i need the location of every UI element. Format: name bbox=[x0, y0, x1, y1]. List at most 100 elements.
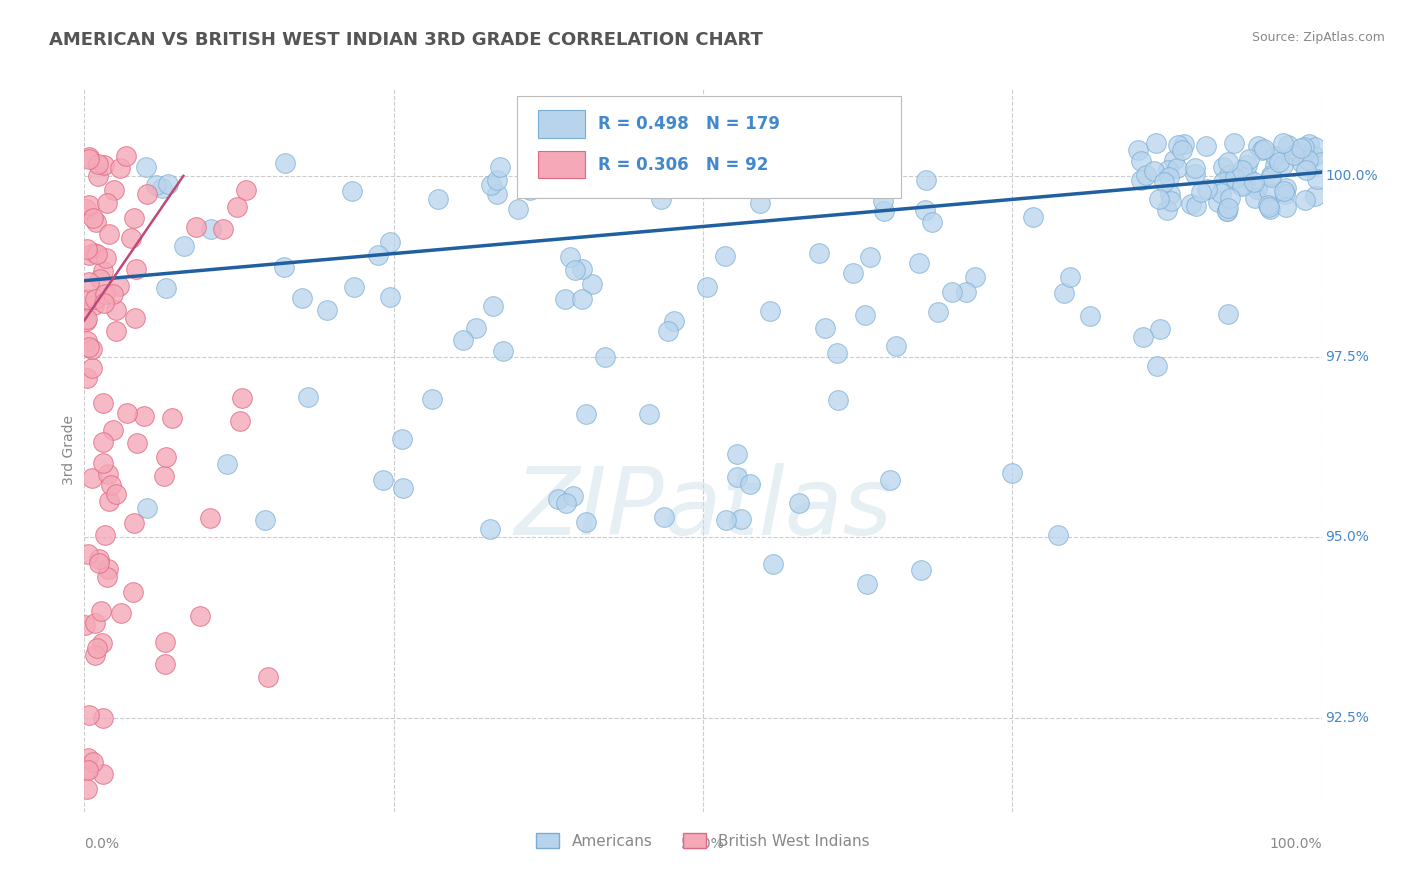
Point bbox=[75, 202, 97, 216]
Point bbox=[1222, 136, 1244, 150]
Point bbox=[827, 392, 849, 407]
Point bbox=[76, 547, 98, 561]
Point bbox=[97, 494, 120, 508]
Point bbox=[1286, 145, 1309, 160]
Point bbox=[84, 215, 107, 229]
Point bbox=[86, 246, 108, 260]
Point bbox=[1078, 309, 1101, 323]
Text: 100.0%: 100.0% bbox=[1326, 169, 1378, 183]
Point bbox=[1246, 182, 1268, 196]
Point bbox=[762, 557, 785, 571]
Point bbox=[105, 303, 128, 318]
Text: 0.0%: 0.0% bbox=[84, 837, 120, 851]
Point bbox=[696, 280, 718, 294]
Point bbox=[1291, 155, 1313, 169]
Point bbox=[1149, 192, 1171, 206]
Point bbox=[1264, 149, 1286, 163]
Point bbox=[93, 435, 115, 450]
Point bbox=[1264, 158, 1286, 172]
Point bbox=[808, 246, 831, 260]
Point bbox=[1180, 197, 1202, 211]
Point bbox=[1253, 142, 1275, 156]
Point bbox=[343, 280, 366, 294]
Point bbox=[1206, 194, 1229, 209]
Point bbox=[1185, 199, 1208, 213]
Point bbox=[1260, 202, 1282, 216]
Bar bbox=[538, 151, 585, 178]
Point bbox=[115, 405, 138, 419]
Point bbox=[555, 495, 578, 509]
Point bbox=[725, 469, 748, 483]
Point bbox=[1059, 269, 1081, 284]
Point bbox=[1289, 141, 1312, 155]
Legend: Americans, British West Indians: Americans, British West Indians bbox=[530, 827, 876, 855]
Point bbox=[1282, 148, 1305, 162]
Point bbox=[155, 450, 177, 464]
Point bbox=[479, 178, 502, 193]
Point bbox=[108, 161, 131, 175]
Point bbox=[790, 174, 813, 188]
Point bbox=[1130, 153, 1153, 168]
Point bbox=[486, 173, 509, 187]
Point bbox=[1211, 186, 1233, 200]
Point bbox=[921, 214, 943, 228]
Point bbox=[839, 152, 862, 166]
Point bbox=[1247, 139, 1270, 153]
Point bbox=[1295, 163, 1317, 178]
Point bbox=[100, 478, 122, 492]
Point bbox=[229, 414, 252, 428]
Point bbox=[1022, 211, 1045, 225]
Point bbox=[1216, 201, 1239, 215]
Point bbox=[955, 285, 977, 299]
Point bbox=[150, 181, 173, 195]
Point bbox=[1218, 168, 1240, 182]
Point bbox=[1236, 169, 1258, 183]
Text: 95.0%: 95.0% bbox=[1326, 530, 1369, 544]
Point bbox=[101, 423, 124, 437]
Point bbox=[1250, 143, 1272, 157]
Point bbox=[652, 510, 675, 524]
Point bbox=[492, 343, 515, 358]
Point bbox=[160, 411, 183, 425]
Point bbox=[1244, 191, 1267, 205]
Point bbox=[884, 338, 907, 352]
Point bbox=[1275, 200, 1298, 214]
Point bbox=[858, 250, 880, 264]
Point bbox=[391, 432, 413, 446]
Point bbox=[1129, 173, 1152, 187]
Text: R = 0.498   N = 179: R = 0.498 N = 179 bbox=[598, 115, 780, 133]
Point bbox=[1257, 200, 1279, 214]
Point bbox=[1212, 175, 1234, 189]
Point bbox=[927, 305, 949, 319]
Point bbox=[908, 256, 931, 270]
Point bbox=[571, 262, 593, 277]
Point bbox=[90, 604, 112, 618]
Point bbox=[77, 275, 100, 289]
Point bbox=[1258, 184, 1281, 198]
Point bbox=[274, 155, 297, 169]
Point bbox=[83, 615, 105, 630]
Point bbox=[1149, 322, 1171, 336]
Point bbox=[638, 407, 661, 421]
Text: 100.0%: 100.0% bbox=[1270, 837, 1322, 851]
Point bbox=[87, 157, 110, 171]
Point bbox=[1001, 466, 1024, 480]
Point bbox=[125, 262, 148, 277]
Point bbox=[97, 467, 120, 482]
Point bbox=[825, 345, 848, 359]
Point bbox=[378, 290, 401, 304]
Point bbox=[212, 222, 235, 236]
Point bbox=[82, 211, 104, 225]
Point bbox=[1173, 136, 1195, 151]
Y-axis label: 3rd Grade: 3rd Grade bbox=[62, 416, 76, 485]
Point bbox=[1156, 202, 1178, 217]
Point bbox=[554, 293, 576, 307]
Point bbox=[90, 636, 112, 650]
Point bbox=[815, 147, 838, 161]
Point bbox=[297, 390, 319, 404]
Text: Source: ZipAtlas.com: Source: ZipAtlas.com bbox=[1251, 31, 1385, 45]
Text: AMERICAN VS BRITISH WEST INDIAN 3RD GRADE CORRELATION CHART: AMERICAN VS BRITISH WEST INDIAN 3RD GRAD… bbox=[49, 31, 763, 49]
Point bbox=[76, 292, 98, 306]
Point bbox=[758, 304, 780, 318]
Point bbox=[188, 608, 211, 623]
